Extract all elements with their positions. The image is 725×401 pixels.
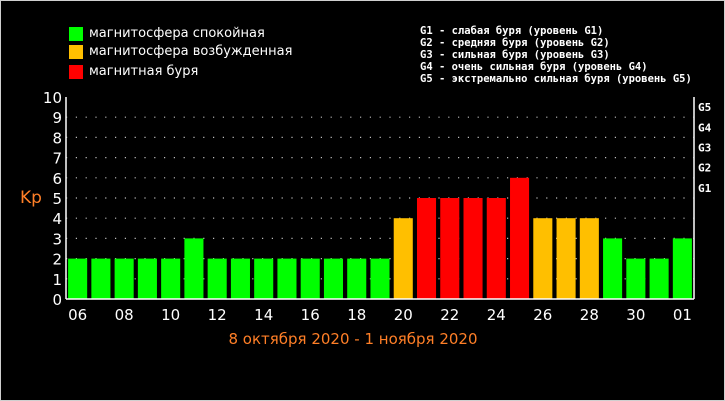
kp-bar bbox=[486, 198, 506, 299]
kp-bar bbox=[161, 258, 181, 299]
kp-bar bbox=[626, 258, 646, 299]
kp-bar bbox=[137, 258, 157, 299]
kp-bar bbox=[440, 198, 460, 299]
kp-bar bbox=[579, 218, 599, 299]
legend-swatch-calm bbox=[69, 27, 83, 41]
x-tick-label: 26 bbox=[533, 306, 552, 324]
y-tick-labels: 0 1 2 3 4 5 6 7 8 9 10 bbox=[43, 89, 62, 309]
x-tick-label: 01 bbox=[673, 306, 692, 324]
legend-label-excited: магнитосфера возбужденная bbox=[89, 44, 293, 59]
kp-bar bbox=[184, 238, 204, 299]
x-tick-label: 12 bbox=[208, 306, 227, 324]
x-tick-label: 06 bbox=[68, 306, 87, 324]
x-tick-label: 08 bbox=[115, 306, 134, 324]
storm-level-g1: G1 - слабая буря (уровень G1) bbox=[420, 25, 604, 37]
legend-swatch-excited bbox=[69, 45, 83, 59]
storm-level-g5: G5 - экстремально сильная буря (уровень … bbox=[420, 73, 692, 85]
kp-bar bbox=[556, 218, 576, 299]
storm-level-g2: G2 - средняя буря (уровень G2) bbox=[420, 37, 610, 49]
kp-bar bbox=[416, 198, 437, 299]
kp-bar bbox=[91, 258, 111, 299]
x-tick-label: 10 bbox=[161, 306, 180, 324]
legend-item-calm: магнитосфера спокойная bbox=[69, 26, 265, 42]
x-tick-label: 30 bbox=[626, 306, 645, 324]
kp-bar bbox=[347, 258, 367, 299]
legend-item-storm: магнитная буря bbox=[69, 64, 198, 80]
kp-bar bbox=[114, 258, 134, 299]
x-tick-label: 24 bbox=[487, 306, 506, 324]
y-tick-label: 1 bbox=[52, 271, 62, 289]
y-tick-label: 2 bbox=[52, 251, 62, 269]
kp-bar bbox=[463, 198, 483, 299]
kp-bar bbox=[300, 258, 320, 299]
right-axis-labels: G1 G2 G3 G4 G5 bbox=[698, 101, 712, 195]
x-tick-label: 22 bbox=[440, 306, 459, 324]
right-axis-label: G3 bbox=[698, 142, 711, 155]
grid-lines bbox=[66, 116, 694, 280]
kp-bar bbox=[68, 258, 88, 299]
kp-bar bbox=[393, 218, 413, 299]
kp-bar bbox=[370, 258, 390, 299]
y-tick-label: 9 bbox=[52, 109, 62, 127]
right-axis-label: G1 bbox=[698, 182, 712, 195]
axes bbox=[65, 97, 695, 300]
y-tick-label: 0 bbox=[52, 291, 62, 309]
bars bbox=[68, 177, 692, 299]
x-axis-label: 8 октября 2020 - 1 ноября 2020 bbox=[228, 330, 477, 348]
right-axis-label: G4 bbox=[698, 121, 712, 134]
x-tick-labels: 06 08 10 12 14 16 18 20 22 24 26 28 30 01 bbox=[68, 306, 692, 324]
kp-bar bbox=[603, 238, 623, 299]
right-axis-label: G2 bbox=[698, 162, 711, 175]
kp-bar bbox=[533, 218, 553, 299]
kp-bar bbox=[672, 238, 692, 299]
legend-label-storm: магнитная буря bbox=[89, 64, 199, 79]
kp-bar bbox=[277, 258, 297, 299]
y-tick-label: 4 bbox=[52, 210, 62, 228]
kp-bar bbox=[254, 258, 274, 299]
y-tick-label: 6 bbox=[52, 170, 62, 188]
x-tick-label: 18 bbox=[347, 306, 366, 324]
kp-bar bbox=[323, 258, 344, 299]
legend-swatch-storm bbox=[69, 65, 83, 79]
right-axis-label: G5 bbox=[698, 101, 711, 114]
y-tick-label: 5 bbox=[52, 190, 62, 208]
legend-label-calm: магнитосфера спокойная bbox=[89, 26, 265, 41]
x-tick-label: 14 bbox=[254, 306, 273, 324]
y-tick-label: 3 bbox=[52, 230, 62, 248]
x-tick-label: 16 bbox=[301, 306, 320, 324]
storm-level-g4: G4 - очень сильная буря (уровень G4) bbox=[420, 61, 648, 73]
y-tick-label: 8 bbox=[52, 129, 62, 147]
y-tick-label: 7 bbox=[52, 150, 62, 168]
y-tick-label: 10 bbox=[43, 89, 62, 107]
kp-bar bbox=[207, 258, 227, 299]
legend-item-excited: магнитосфера возбужденная bbox=[69, 44, 292, 60]
storm-level-g3: G3 - сильная буря (уровень G3) bbox=[420, 49, 610, 61]
x-tick-label: 20 bbox=[394, 306, 413, 324]
kp-bar bbox=[230, 258, 250, 299]
x-tick-label: 28 bbox=[580, 306, 599, 324]
kp-bar bbox=[649, 258, 669, 299]
y-axis-label: Kp bbox=[20, 188, 42, 208]
kp-bar bbox=[510, 177, 530, 299]
